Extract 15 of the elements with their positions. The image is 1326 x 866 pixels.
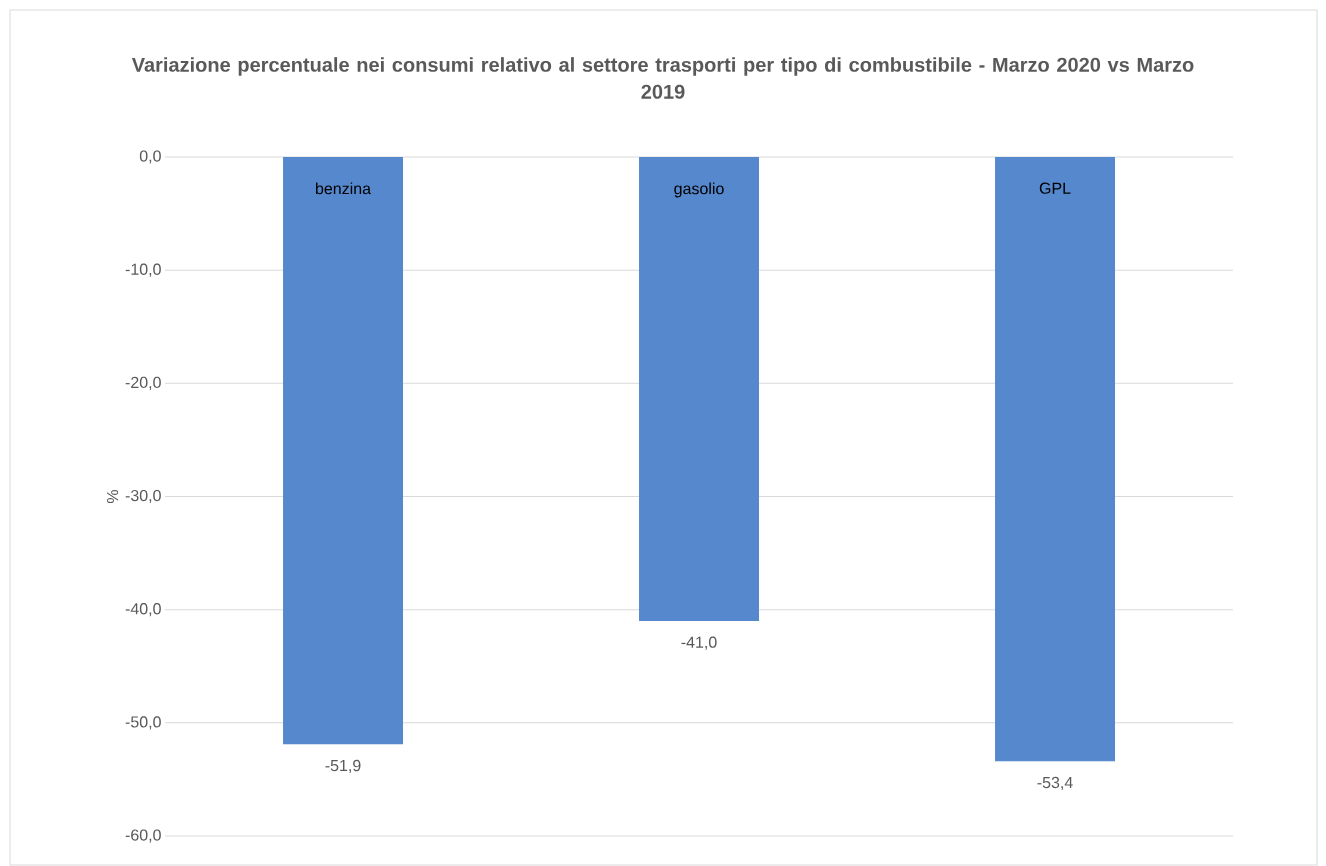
data-label: -51,9	[325, 759, 361, 774]
x-tick-label: GPL	[1039, 182, 1071, 194]
y-tick-label: -50,0	[125, 716, 161, 730]
x-tick-label: gasolio	[674, 182, 724, 198]
y-tick-label: -10,0	[125, 263, 161, 277]
y-axis-title: %	[106, 489, 119, 504]
chart-title: Variazione percentuale nei consumi relativo al settore trasporti per tipo di combustibile - Marzo 2020 vs Marzo 2019	[131, 57, 1194, 99]
data-label: -53,4	[1037, 776, 1073, 791]
y-tick-label: -40,0	[125, 603, 161, 617]
data-label: -41,0	[681, 636, 717, 650]
y-tick-label: -60,0	[125, 829, 161, 843]
y-tick-label: 0,0	[139, 150, 161, 164]
y-tick-label: -20,0	[125, 376, 161, 390]
y-tick-label: -30,0	[125, 489, 161, 504]
x-tick-label: benzina	[316, 182, 372, 195]
